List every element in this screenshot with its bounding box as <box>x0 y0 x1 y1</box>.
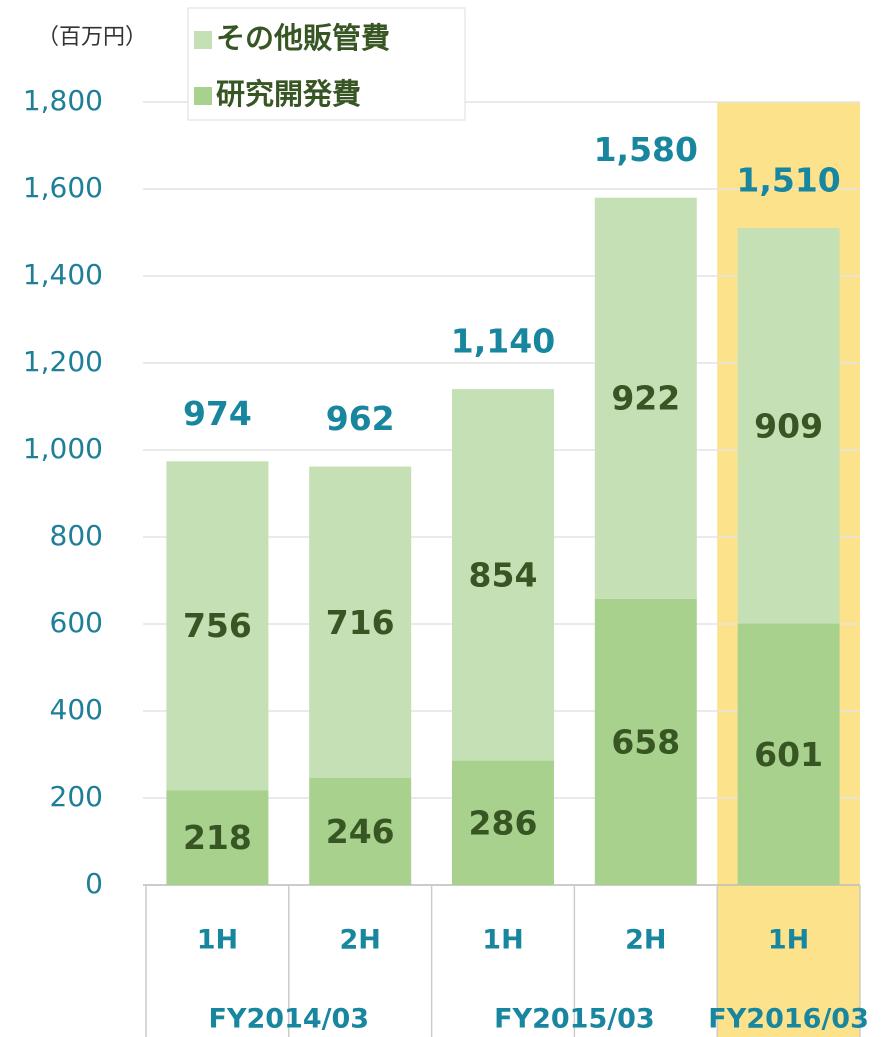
bar-segment <box>309 466 412 778</box>
bar-segment <box>452 389 554 761</box>
segment-label: 756 <box>183 606 252 645</box>
segment-label: 854 <box>469 555 538 594</box>
segment-label: 716 <box>326 603 395 642</box>
total-label: 1,510 <box>736 161 840 200</box>
legend-label: 研究開発費 <box>216 77 361 111</box>
x-tick-label: 1H <box>482 925 523 956</box>
group-label: FY2015/03 <box>494 1004 655 1035</box>
bar-segment <box>737 623 840 885</box>
y-tick-label: 400 <box>50 693 103 726</box>
y-tick-label: 1,600 <box>23 171 103 204</box>
bar-segment <box>737 228 840 624</box>
total-label: 1,140 <box>451 322 555 361</box>
y-tick-label: 1,800 <box>23 84 103 117</box>
bar-segment <box>594 598 697 885</box>
y-tick-label: 600 <box>50 606 103 639</box>
total-label: 962 <box>326 399 395 438</box>
y-tick-label: 1,200 <box>23 345 103 378</box>
segment-label: 218 <box>183 818 252 857</box>
y-tick-label: 1,000 <box>23 432 103 465</box>
segment-label: 909 <box>754 406 823 445</box>
legend-label: その他販管費 <box>216 21 390 55</box>
legend-box <box>187 7 466 121</box>
total-label: 974 <box>183 394 252 433</box>
bar-segment <box>166 790 269 885</box>
bar-segment <box>594 197 697 599</box>
segment-label: 286 <box>469 803 538 842</box>
total-label: 1,580 <box>594 130 698 169</box>
bar-segment <box>309 777 412 885</box>
segment-label: 922 <box>611 379 680 418</box>
x-tick-label: 1H <box>197 925 238 956</box>
group-label: FY2014/03 <box>209 1004 370 1035</box>
y-tick-label: 200 <box>50 780 103 813</box>
legend-swatch <box>194 31 212 49</box>
segment-label: 601 <box>754 735 823 774</box>
y-tick-label: 0 <box>85 867 103 900</box>
group-label: FY2016/03 <box>708 1004 869 1035</box>
unit-label: （百万円） <box>37 25 147 50</box>
bar-segment <box>166 461 269 791</box>
x-tick-label: 2H <box>340 925 381 956</box>
bar-segment <box>452 760 554 885</box>
segment-label: 246 <box>326 812 395 851</box>
x-tick-label: 2H <box>625 925 666 956</box>
y-tick-label: 1,400 <box>23 258 103 291</box>
segment-label: 658 <box>611 722 680 761</box>
y-tick-label: 800 <box>50 519 103 552</box>
legend-swatch <box>194 87 212 105</box>
x-tick-label: 1H <box>768 925 809 956</box>
